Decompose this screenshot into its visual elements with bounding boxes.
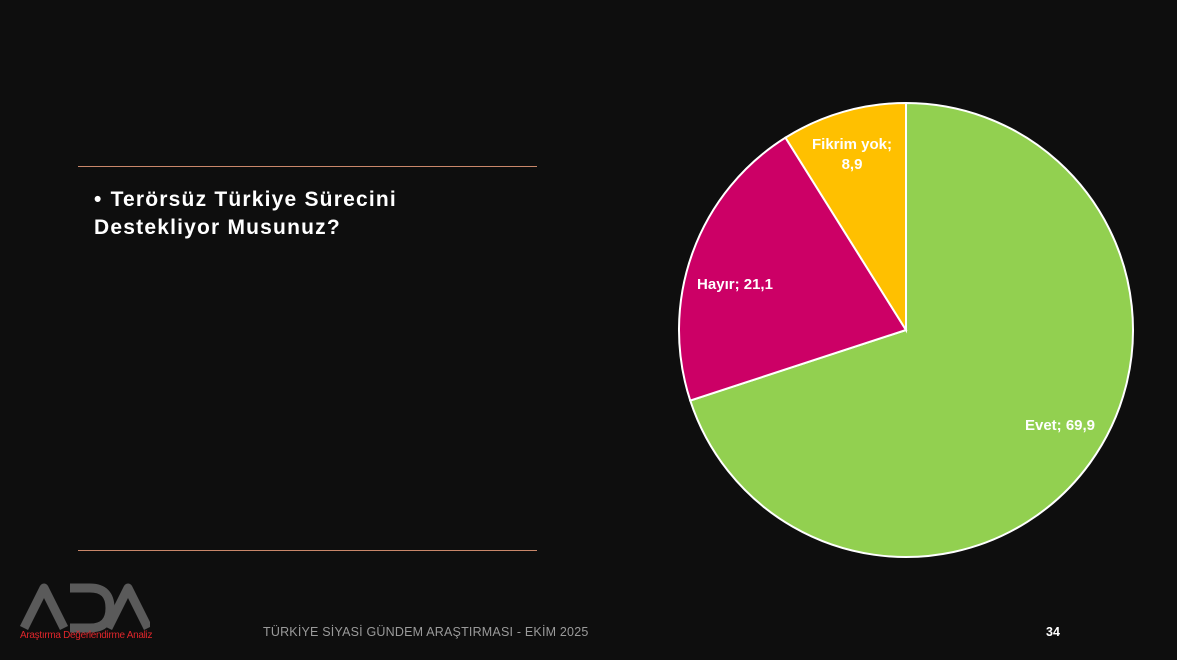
pie-slice-fikrim-yok: [784, 101, 907, 334]
question-text: Terörsüz Türkiye Sürecini Destekliyor Mu…: [94, 188, 397, 239]
slice-label-fikrim-yok: Fikrim yok; 8,9: [812, 136, 892, 173]
footer-title: TÜRKİYE SİYASİ GÜNDEM ARAŞTIRMASI - EKİM…: [263, 625, 589, 639]
ada-logo-icon: [19, 583, 150, 633]
survey-question: • Terörsüz Türkiye Sürecini Destekliyor M…: [94, 186, 524, 242]
bottom-divider: [78, 550, 537, 551]
top-divider: [78, 166, 537, 167]
pie-slice-hayır: [678, 136, 908, 402]
slice-label-evet: Evet; 69,9: [1025, 417, 1095, 434]
slice-label-hayır: Hayır; 21,1: [697, 276, 773, 293]
logo-subtitle: Araştırma Değerlendirme Analiz: [20, 630, 153, 641]
bullet-icon: •: [94, 188, 103, 211]
page-number: 34: [1046, 625, 1060, 639]
pie-slice-evet: [688, 101, 1134, 558]
